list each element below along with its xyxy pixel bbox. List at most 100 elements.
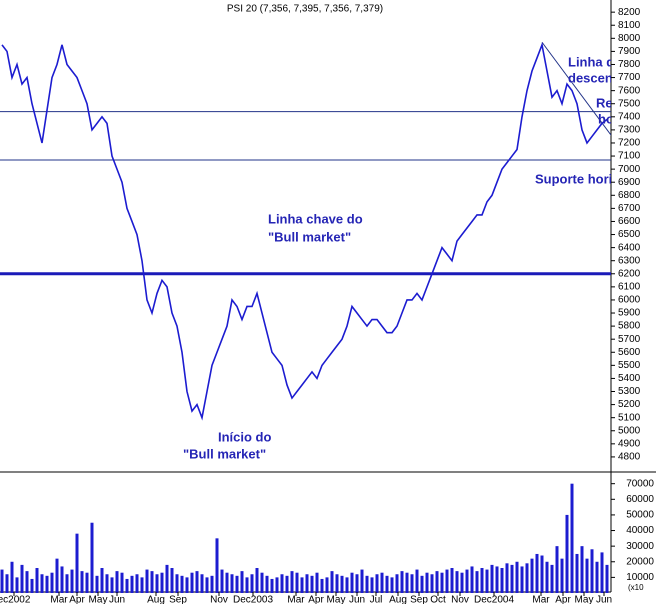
unit-label: (x10 [628,583,644,592]
volume-bar [440,572,444,593]
volume-bar [45,575,49,593]
volume-bar [140,577,144,593]
volume-bar [375,574,379,593]
y-tick-label: 7600 [618,85,641,96]
x-tick-label: Jun [596,595,612,604]
volume-bar [585,558,589,593]
volume-bar [475,571,479,593]
x-tick-label: Mar [532,595,550,604]
y-tick-label: 6000 [618,295,641,306]
y-tick-label: 5300 [618,386,641,397]
volume-bar [195,571,199,593]
volume-bar [495,566,499,593]
volume-bar [580,546,584,593]
x-tick-label: Jul [370,595,383,604]
volume-bar [535,553,539,593]
volume-bar [595,561,599,593]
annotation: Linha chave do [268,211,363,226]
y-tick-label: 70000 [626,478,654,489]
y-tick-label: 7700 [618,72,641,83]
volume-bar [300,577,304,593]
volume-bar [590,549,594,593]
volume-bar [85,572,89,593]
volume-bar [325,577,329,593]
volume-bar [340,575,344,593]
volume-bar [360,569,364,593]
y-tick-label: 60000 [626,494,654,505]
volume-bar [570,483,574,593]
volume-bar [270,578,274,593]
volume-bar [210,575,214,593]
volume-bar [350,572,354,593]
volume-bar [135,574,139,593]
y-tick-label: 5600 [618,347,641,358]
volume-bar [345,577,349,593]
x-tick-label: Sep [169,595,187,604]
x-tick-label: Aug [147,595,165,604]
chart-title: PSI 20 (7,356, 7,395, 7,356, 7,379) [227,4,383,15]
volume-bar [395,574,399,593]
volume-bar [510,564,514,593]
x-tick-label: Jun [109,595,125,604]
volume-bar [65,574,69,593]
volume-bar [355,574,359,593]
volume-bar [530,558,534,593]
y-tick-label: 5500 [618,360,641,371]
annotation: "Bull market" [268,229,351,244]
y-tick-label: 10000 [626,572,654,583]
volume-bar [255,568,259,593]
volume-bar [35,568,39,593]
volume-bar [150,571,154,593]
volume-bar [120,572,124,593]
volume-bar [410,574,414,593]
x-tick-label: May [575,595,594,604]
volume-bar [465,569,469,593]
y-tick-label: 5700 [618,334,641,345]
annotation: Res [596,95,620,110]
trend-line [541,41,611,136]
volume-bar [565,514,569,593]
y-tick-label: 5200 [618,399,641,410]
y-tick-label: 7300 [618,125,641,136]
x-tick-label: Sep [410,595,428,604]
annotation: Suporte horiz [535,171,619,186]
y-tick-label: 6800 [618,190,641,201]
volume-bar [180,575,184,593]
y-tick-label: 40000 [626,525,654,536]
volume-bar [540,555,544,593]
volume-bar [520,566,524,593]
volume-bar [130,575,134,593]
volume-bar [225,572,229,593]
y-tick-label: 5900 [618,308,641,319]
volume-bar [15,577,19,593]
volume-bar [285,575,289,593]
y-tick-label: 7800 [618,59,641,70]
volume-bar [575,553,579,593]
volume-bar [260,572,264,593]
volume-bar [280,574,284,593]
volume-bar [460,572,464,593]
y-tick-label: 7400 [618,111,641,122]
x-tick-label: Mar [50,595,68,604]
y-tick-label: 6600 [618,216,641,227]
y-tick-label: 6400 [618,242,641,253]
volume-bar [90,522,94,593]
volume-bar [435,571,439,593]
volume-bar [250,574,254,593]
volume-bar [330,571,334,593]
volume-bar [450,568,454,593]
volume-bar [490,564,494,593]
x-tick-label: Aug [389,595,407,604]
volume-bar [265,575,269,593]
volume-bar [515,561,519,593]
volume-bar [320,578,324,593]
volume-bar [370,577,374,593]
y-tick-label: 5100 [618,412,641,423]
volume-bar [230,574,234,593]
y-tick-label: 6200 [618,268,641,279]
y-tick-label: 5400 [618,373,641,384]
annotation: descenc [568,70,620,85]
y-tick-label: 7900 [618,46,641,57]
y-tick-label: 8100 [618,20,641,31]
